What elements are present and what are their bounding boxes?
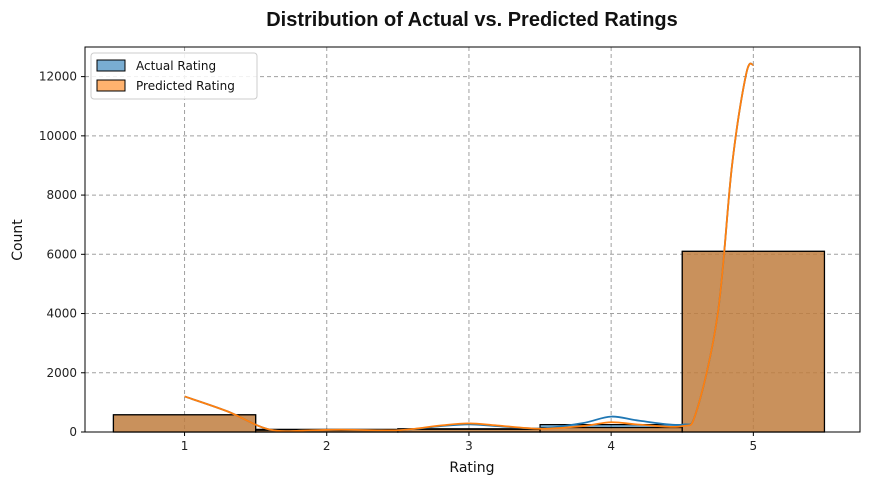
x-tick-label: 1 <box>181 439 189 453</box>
kde-line-predicted <box>184 62 755 433</box>
y-tick-label: 4000 <box>46 307 77 321</box>
bar-predicted-1 <box>112 414 257 433</box>
x-tick-label: 5 <box>750 439 758 453</box>
legend-swatch-predicted <box>96 79 126 92</box>
y-axis-ticks: 0 2000 4000 6000 8000 10000 12000 <box>39 70 85 439</box>
x-axis-label: Rating <box>449 460 494 476</box>
y-tick-label: 10000 <box>39 129 77 143</box>
x-tick-label: 2 <box>323 439 331 453</box>
y-tick-label: 0 <box>69 425 77 439</box>
y-tick-label: 8000 <box>46 188 77 202</box>
y-tick-label: 12000 <box>39 70 77 84</box>
kde-curves <box>184 62 755 433</box>
legend-label-actual: Actual Rating <box>136 59 216 73</box>
chart-title: Distribution of Actual vs. Predicted Rat… <box>266 9 678 31</box>
legend-box <box>90 52 258 100</box>
y-tick-label: 6000 <box>46 247 77 261</box>
x-tick-label: 4 <box>607 439 615 453</box>
x-axis-ticks: 1 2 3 4 5 <box>181 432 757 453</box>
x-tick-label: 3 <box>465 439 473 453</box>
legend-label-predicted: Predicted Rating <box>136 79 235 93</box>
y-axis-label: Count <box>10 219 26 261</box>
y-tick-label: 2000 <box>46 366 77 380</box>
bar-predicted-5 <box>681 250 826 433</box>
legend: Actual Rating Predicted Rating <box>90 52 258 100</box>
legend-swatch-actual <box>96 59 126 72</box>
plot-area-frame <box>84 46 861 433</box>
